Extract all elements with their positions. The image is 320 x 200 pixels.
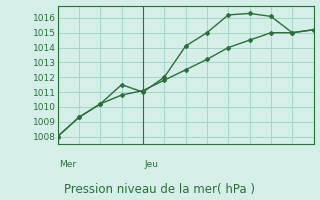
Text: Pression niveau de la mer( hPa ): Pression niveau de la mer( hPa )	[65, 183, 255, 196]
Text: Jeu: Jeu	[145, 160, 158, 169]
Text: Mer: Mer	[59, 160, 76, 169]
